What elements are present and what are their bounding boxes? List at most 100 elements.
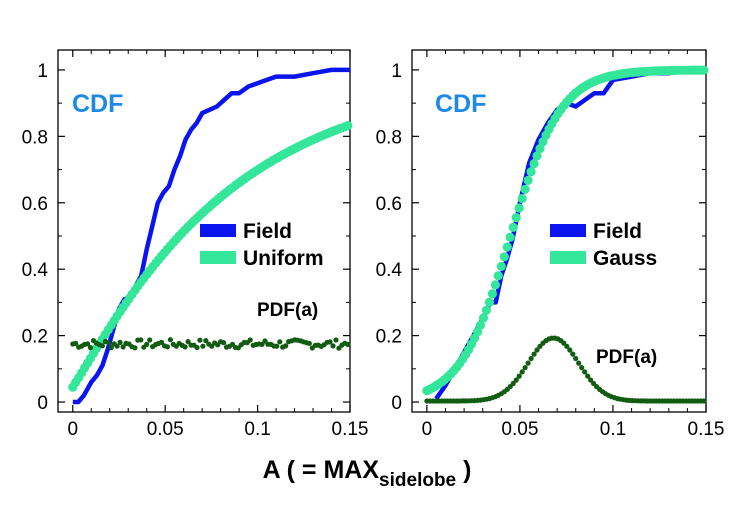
x-tick-label: 0 xyxy=(422,419,433,440)
y-tick-label: 0.2 xyxy=(376,327,402,348)
pdf-point xyxy=(516,373,522,379)
series-point-gauss xyxy=(523,175,533,185)
legend-swatch xyxy=(200,251,236,264)
pdf-point xyxy=(306,340,312,346)
x-tick-label: 0.05 xyxy=(501,419,538,440)
series-point-gauss xyxy=(487,289,497,299)
series-point-gauss xyxy=(496,261,506,271)
pdf-point xyxy=(105,340,111,346)
pdf-point xyxy=(585,373,591,379)
cdf-annotation: CDF xyxy=(435,90,486,118)
series-point-gauss xyxy=(532,151,542,161)
pdf-point xyxy=(114,343,120,349)
legend-swatch xyxy=(550,251,586,264)
pdf-point xyxy=(522,365,528,371)
x-tick-label: 0 xyxy=(67,419,78,440)
series-point-gauss xyxy=(535,144,545,154)
x-tick-label: 0.1 xyxy=(600,419,626,440)
series-point-gauss xyxy=(508,222,518,232)
y-tick-label: 0 xyxy=(391,393,402,414)
pdf-point xyxy=(185,339,191,345)
pdf-point xyxy=(513,377,519,383)
series-point-gauss xyxy=(514,203,524,213)
pdf-point xyxy=(182,344,188,350)
pdf-point xyxy=(87,345,94,351)
pdf-point xyxy=(164,344,170,350)
y-tick-label: 1 xyxy=(391,61,402,82)
pdf-point xyxy=(117,339,123,345)
pdf-point xyxy=(534,347,540,353)
series-point-gauss xyxy=(699,65,709,75)
pdf-point xyxy=(579,365,585,371)
pdf-point xyxy=(73,340,79,346)
pdf-point xyxy=(147,337,153,343)
series-point-gauss xyxy=(490,280,500,290)
y-tick-label: 0 xyxy=(37,393,48,414)
legend-label: Gauss xyxy=(593,247,657,270)
series-point-gauss xyxy=(520,184,530,194)
legend-label: Field xyxy=(593,220,642,243)
plot-frame xyxy=(57,49,351,413)
pdf-point xyxy=(573,355,579,362)
pdf-point xyxy=(582,369,588,375)
pdf-point xyxy=(158,339,165,345)
pdf-point xyxy=(274,343,280,349)
y-tick-label: 0.8 xyxy=(376,127,402,148)
pdf-point xyxy=(525,360,531,366)
legend-label: Uniform xyxy=(243,247,324,270)
pdf-point xyxy=(108,345,114,351)
pdf-point xyxy=(330,343,336,349)
pdf-point xyxy=(197,337,203,343)
pdf-point xyxy=(120,344,126,350)
series-point-gauss xyxy=(499,252,509,262)
pdf-point xyxy=(85,341,91,347)
y-tick-label: 0.8 xyxy=(22,127,48,148)
pdf-point xyxy=(200,343,206,349)
x-tick-label: 0.1 xyxy=(244,419,270,440)
pdf-point xyxy=(510,380,516,387)
right-chart-panel: 0 0.05 0.1 0.15 0 0.2 0.4 0.6 0.8 1 Field Gauss CDF P… xyxy=(376,49,725,440)
pdf-point xyxy=(247,337,253,343)
pdf-point xyxy=(221,340,227,346)
y-tick-label: 0.4 xyxy=(376,260,403,281)
pdf-point xyxy=(567,347,573,353)
x-axis-label-subscript: sidelobe xyxy=(379,470,456,491)
y-tick-label: 0.6 xyxy=(22,194,48,215)
x-axis-label-close: ) xyxy=(456,456,471,484)
pdf-point xyxy=(132,345,138,351)
x-axis-label-main: A ( = MAX xyxy=(263,456,380,484)
x-tick-label: 0.15 xyxy=(332,419,369,440)
x-tick-label: 0.05 xyxy=(147,419,184,440)
series-point-gauss xyxy=(493,271,503,281)
series-point-gauss xyxy=(529,159,539,169)
x-tick-label: 0.15 xyxy=(688,419,725,440)
pdf-annotation: PDF(a) xyxy=(257,300,318,321)
cdf-annotation: CDF xyxy=(72,90,123,118)
pdf-point xyxy=(99,343,105,349)
pdf-point xyxy=(588,377,594,383)
pdf-point xyxy=(570,351,576,357)
legend-swatch xyxy=(550,224,586,237)
series-point-gauss xyxy=(505,232,515,242)
pdf-point xyxy=(283,343,289,349)
series-point-gauss xyxy=(526,167,536,177)
pdf-point xyxy=(333,337,339,343)
pdf-point xyxy=(519,369,525,375)
pdf-point xyxy=(259,341,265,347)
y-tick-label: 0.4 xyxy=(22,260,49,281)
series-point-gauss xyxy=(484,297,494,307)
left-chart-panel: 0 0.05 0.1 0.15 0 0.2 0.4 0.6 0.8 1 Field Uniform CD… xyxy=(22,49,369,440)
pdf-point xyxy=(528,355,534,362)
series-point-gauss xyxy=(517,193,527,204)
pdf-point xyxy=(345,341,351,347)
pdf-annotation: PDF(a) xyxy=(596,347,657,368)
x-axis-label: A ( = MAXsidelobe ) xyxy=(263,456,472,491)
legend-label: Field xyxy=(243,220,292,243)
pdf-point xyxy=(327,339,333,345)
pdf-point xyxy=(194,344,200,351)
series-point-gauss xyxy=(511,213,521,223)
pdf-point xyxy=(701,398,707,404)
series-point-uniform xyxy=(343,121,353,131)
pdf-point xyxy=(576,360,582,366)
